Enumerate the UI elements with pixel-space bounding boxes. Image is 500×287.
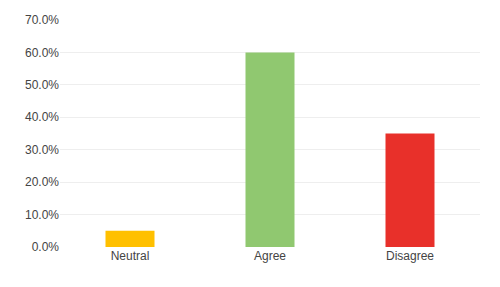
svg-text:10.0%: 10.0%: [25, 208, 59, 222]
svg-text:50.0%: 50.0%: [25, 78, 59, 92]
svg-text:40.0%: 40.0%: [25, 110, 59, 124]
svg-text:Agree: Agree: [254, 249, 286, 263]
svg-text:Disagree: Disagree: [386, 249, 434, 263]
svg-text:0.0%: 0.0%: [32, 240, 60, 254]
svg-text:Neutral: Neutral: [111, 249, 150, 263]
svg-text:20.0%: 20.0%: [25, 175, 59, 189]
svg-text:60.0%: 60.0%: [25, 46, 59, 60]
svg-text:70.0%: 70.0%: [25, 13, 59, 27]
svg-text:30.0%: 30.0%: [25, 143, 59, 157]
